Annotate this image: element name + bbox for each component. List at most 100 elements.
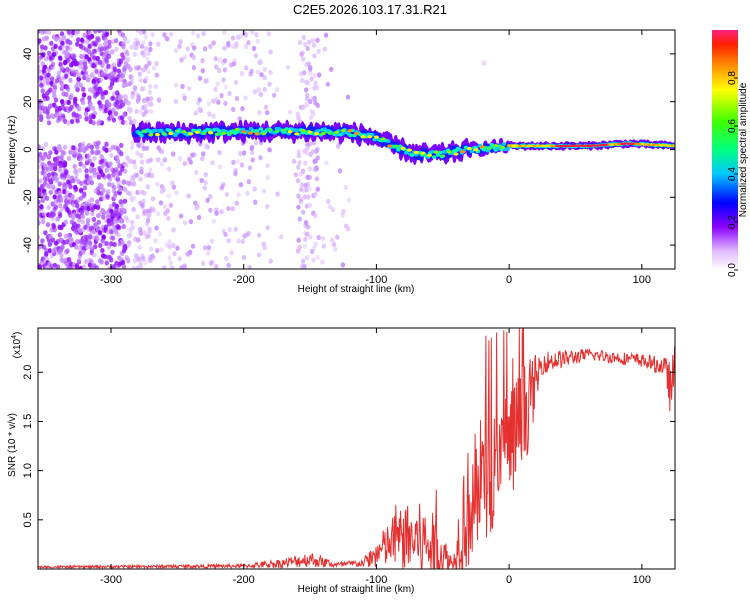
snr-xtick-label: -200 [233,574,255,586]
spectrogram-noise-cell [263,104,269,110]
spectrogram-noise-cell [58,167,63,173]
spectrogram-noise-cell [245,190,250,196]
spectrogram-noise-cell [85,222,90,228]
spectrogram-noise-cell [123,215,129,221]
spectrogram-noise-cell [59,31,65,37]
spectrogram-noise-cell [209,238,215,244]
spectrogram-noise-cell [315,146,320,152]
spectrogram-noise-cell [56,197,62,203]
ridge-core [486,147,492,151]
ridge-core [281,128,287,132]
snr-panel: -300 -200 -100 0 100 0.5 1.0 1.5 2.0 Height of s… [7,327,676,595]
snr-ytick-label: 2.0 [22,365,34,380]
spectrogram-noise-cell [71,30,76,36]
snr-ytick-label: 1.5 [22,414,34,429]
spectrogram-noise-cell [64,91,69,98]
spectrogram-noise-cell [133,253,139,259]
spectrogram-noise-cell [141,85,147,91]
spectrogram-noise-cell [130,177,136,184]
spectrogram-noise-cell [148,167,153,173]
spectrogram-noise-cell [46,172,52,178]
spectrogram-noise-cell [143,103,148,109]
ridge-core [400,146,406,150]
spectrogram-noise-cell [94,68,99,74]
spectrogram-noise-cell [140,67,146,73]
ridge-core [440,154,446,158]
spectrogram-noise-cell [208,207,213,213]
spectrogram-noise-cell [249,150,255,156]
spectrogram-noise-cell [257,109,262,116]
spectrogram-noise-cell [62,160,68,166]
snr-ylabel: SNR (10 * v/v) [7,413,18,477]
spectrogram-noise-cell [65,84,70,90]
spectrogram-noise-cell [104,141,109,147]
spectrogram-noise-cell [331,241,337,247]
spectrogram-noise-cell [305,194,311,200]
spectrogram-noise-cell [53,165,58,172]
spectrogram-noise-cell [65,52,70,59]
spectrogram-noise-cell [121,207,126,213]
spectrogram-noise-cell [312,73,318,79]
spectrogram-noise-cell [220,184,225,190]
spectrogram-noise-cell [124,81,129,88]
spectrogram-noise-cell [130,144,135,151]
ridge-inner [159,128,164,133]
spectrogram-plot-area [38,30,675,269]
spectrogram-noise-cell [265,225,270,231]
spectrogram-noise-cell [79,37,85,43]
spectrogram-noise-cell [97,46,102,53]
spectrogram-noise-cell [78,60,84,66]
spectrogram-noise-cell [223,100,228,106]
spectrogram-noise-cell [46,154,52,160]
spectrogram-noise-cell [57,232,63,238]
spectrogram-noise-cell [85,217,91,224]
spectrogram-noise-cell [138,176,143,182]
spectrogram-noise-cell [167,244,173,250]
spectrogram-noise-cell [43,56,49,62]
spectrogram-noise-cell [222,67,228,73]
spectrogram-noise-cell [257,58,263,65]
spectrogram-noise-cell [211,113,216,119]
spectrogram-xtick-label: 100 [633,274,651,286]
spectrogram-noise-cell [343,184,348,190]
spectrogram-noise-cell [219,209,224,215]
spectrogram-noise-cell [267,81,272,87]
spectrogram-noise-cell [295,164,301,171]
spectrogram-noise-cell [137,71,143,77]
spectrogram-noise-cell [41,68,47,74]
spectrogram-noise-cell [136,237,141,243]
spectrogram-noise-cell [298,71,304,77]
spectrogram-noise-cell [147,60,152,66]
spectrogram-noise-cell [112,241,117,248]
spectrogram-noise-cell [69,62,74,68]
spectrogram-noise-cell [118,58,124,64]
spectrogram-noise-cell [50,216,55,222]
spectrogram-noise-cell [109,208,114,214]
spectrogram-noise-cell [170,180,175,186]
spectrogram-noise-cell [233,226,238,232]
snr-ytick-label: 1.0 [22,463,34,478]
spectrogram-noise-cell [108,152,114,158]
spectrogram-noise-cell [83,241,88,247]
spectrogram-noise-cell [110,49,115,55]
spectrogram-noise-cell [316,72,322,78]
spectrogram-noise-cell [250,157,255,163]
spectrogram-noise-cell [97,43,103,49]
spectrogram-noise-cell [126,233,131,239]
spectrogram-noise-cell [47,261,52,267]
spectrogram-noise-cell [119,210,124,217]
spectrogram-noise-cell [53,50,59,56]
spectrogram-noise-cell [205,144,210,150]
spectrogram-noise-cell [188,218,194,225]
spectrogram-noise-cell [39,30,45,35]
spectrogram-noise-cell [80,143,85,149]
ridge-core [208,131,214,135]
spectrogram-noise-cell [151,207,156,213]
spectrogram-ytick-label: -20 [22,189,34,205]
spectrogram-noise-cell [38,30,41,34]
spectrogram-noise-cell [190,243,196,249]
spectrogram-noise-cell [340,262,346,268]
ridge-core [460,150,466,154]
spectrogram-noise-cell [59,206,64,212]
spectrogram-noise-cell [148,257,153,264]
